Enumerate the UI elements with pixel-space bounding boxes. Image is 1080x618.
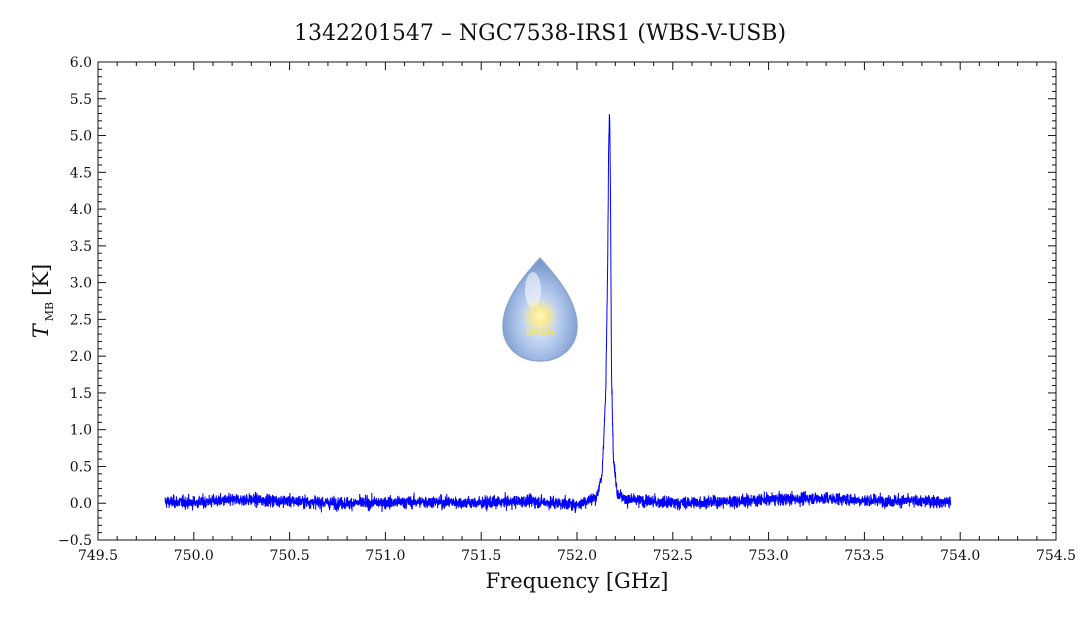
x-tick-label: 752.0 (557, 548, 597, 564)
y-tick-label: 5.0 (70, 129, 92, 145)
x-tick-label: 753.5 (844, 548, 884, 564)
y-axis-label-unit: [K] (29, 264, 53, 296)
x-tick-label: 753.0 (749, 548, 789, 564)
y-tick-label: 6.0 (70, 55, 92, 71)
series-group (164, 114, 952, 514)
x-tick-label: 751.5 (461, 548, 501, 564)
logo-star-glyph: ✶ (533, 306, 546, 325)
y-tick-label: 0.5 (70, 459, 92, 475)
y-axis-label: TMB [K] (29, 264, 56, 338)
y-tick-label: 4.5 (70, 165, 92, 181)
y-axis-label-subscript: MB (43, 302, 56, 321)
spectrum-line (164, 114, 952, 514)
y-tick-label: −0.5 (58, 533, 92, 549)
x-tick-label: 752.5 (653, 548, 693, 564)
x-axis-label: Frequency [GHz] (486, 569, 669, 593)
y-tick-label: 3.5 (70, 239, 92, 255)
chart-title: 1342201547 – NGC7538-IRS1 (WBS-V-USB) (294, 21, 786, 46)
y-tick-label: 4.0 (70, 202, 92, 218)
y-axis-label-main: T (29, 322, 53, 338)
x-tick-label: 750.0 (174, 548, 214, 564)
y-tick-label: 2.0 (70, 349, 92, 365)
y-tick-label: 1.0 (70, 423, 92, 439)
x-tick-label: 754.0 (940, 548, 980, 564)
y-tick-label: 2.5 (70, 312, 92, 328)
x-tick-label: 751.0 (365, 548, 405, 564)
y-axis: −0.5 0.0 0.5 1.0 1.5 2.0 2.5 3.0 3.5 4.0 4.5 5.0 5.5… (58, 55, 1056, 549)
y-tick-label: 5.5 (70, 92, 92, 108)
x-axis: 749.5 750.0 750.5 751.0 751.5 752.0 752.5 753.0… (78, 62, 1076, 564)
y-tick-label: 1.5 (70, 386, 92, 402)
x-tick-label: 750.5 (270, 548, 310, 564)
x-tick-label: 754.5 (1036, 548, 1076, 564)
x-tick-label: 749.5 (78, 548, 118, 564)
y-tick-label: 0.0 (70, 496, 92, 512)
logo-text: WISH (526, 327, 556, 339)
y-tick-label: 3.0 (70, 276, 92, 292)
wish-logo: ✶ WISH (502, 256, 578, 362)
plot-frame (97, 61, 1057, 541)
